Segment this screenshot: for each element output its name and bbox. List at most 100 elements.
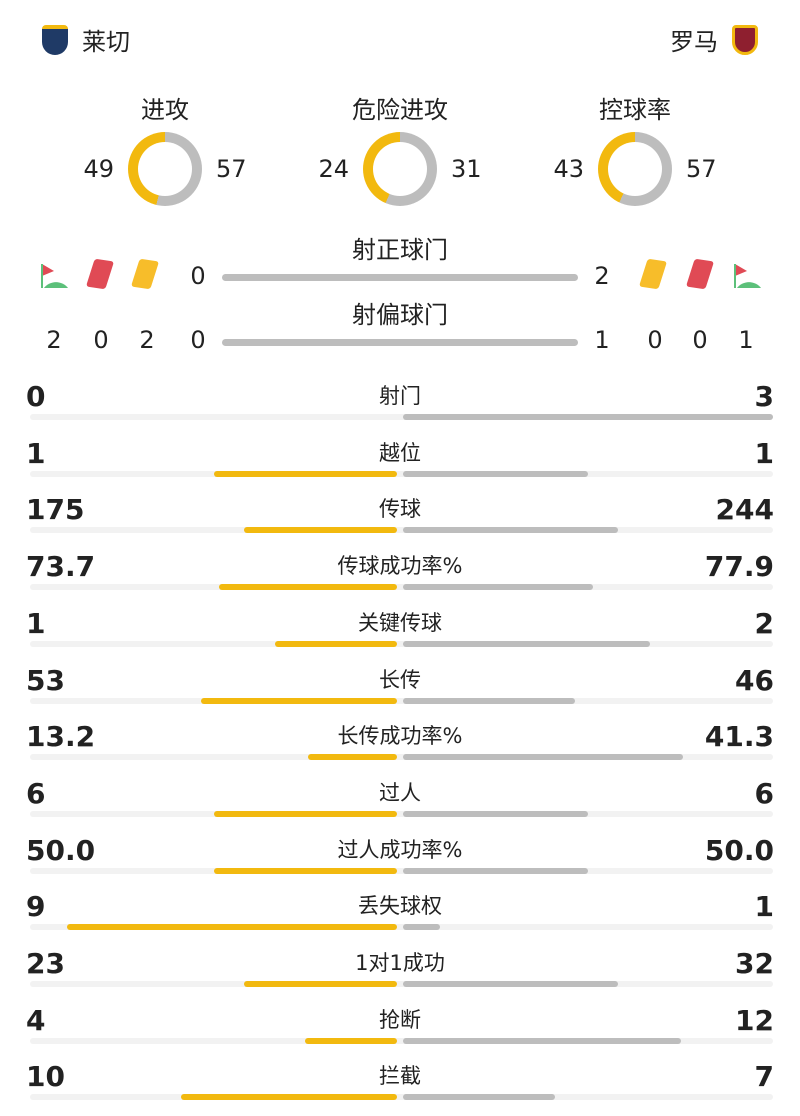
stat-away-value: 1 (754, 890, 774, 924)
stat-row: 13.2 长传成功率% 41.3 (0, 720, 800, 776)
stat-row: 9 丢失球权 1 (0, 890, 800, 946)
stat-track (30, 754, 773, 761)
stat-home-value: 175 (26, 493, 85, 527)
stat-track (30, 867, 773, 874)
donut-chart (363, 132, 437, 206)
stat-away-value: 77.9 (704, 550, 774, 584)
stat-row: 1 越位 1 (0, 437, 800, 493)
stat-away-value: 50.0 (704, 833, 774, 867)
stat-home-value: 1 (26, 436, 46, 470)
donut-chart (128, 132, 202, 206)
stat-away-value: 3 (754, 380, 774, 413)
stat-track (30, 810, 773, 817)
donut-stat: 危险进攻 24 31 (290, 90, 510, 206)
shots-off-away: 1 (594, 326, 610, 354)
stat-label: 丢失球权 (358, 894, 442, 919)
stat-label: 关键传球 (358, 610, 442, 635)
donut-away-value: 57 (216, 155, 247, 183)
stat-track (30, 1094, 773, 1101)
stat-home-value: 4 (26, 1003, 46, 1037)
stat-home-value: 6 (26, 776, 46, 810)
stat-home-bar (181, 1094, 397, 1101)
stat-away-bar (403, 867, 588, 874)
stat-away-value: 32 (735, 947, 774, 980)
stat-home-bar (305, 1037, 397, 1044)
stat-track (30, 640, 773, 647)
stat-home-bar (213, 470, 397, 477)
stat-track (30, 584, 773, 591)
stat-home-bar (243, 981, 397, 987)
shots-off-home: 0 (190, 326, 206, 354)
home-team[interactable]: 莱切 (42, 22, 130, 57)
stat-away-bar (403, 527, 619, 534)
away-yellow-card-icon (638, 258, 668, 290)
away-corners: 1 (738, 326, 754, 354)
stat-label: 传球 (379, 497, 421, 522)
stat-row: 175 传球 244 (0, 493, 800, 549)
home-corners: 2 (46, 326, 62, 354)
stat-away-value: 12 (735, 1003, 774, 1037)
stat-label: 过人 (379, 780, 421, 805)
stat-home-value: 13.2 (26, 720, 96, 754)
home-yellow-cards: 2 (139, 326, 155, 354)
stat-label: 长传成功率% (337, 724, 463, 749)
stat-label: 1对1成功 (355, 951, 445, 975)
stat-track (30, 470, 773, 477)
stat-home-bar (274, 640, 397, 647)
stat-home-bar (213, 810, 397, 817)
stat-away-bar (403, 1094, 556, 1101)
stat-track (30, 1037, 773, 1044)
shots-on-bar (222, 274, 578, 281)
stat-away-bar (403, 414, 773, 420)
donut-away-value: 57 (686, 155, 717, 183)
stat-label: 抢断 (379, 1007, 421, 1032)
stat-away-value: 6 (754, 776, 774, 810)
stat-row: 53 长传 46 (0, 664, 800, 720)
donut-away-value: 31 (451, 155, 482, 183)
stat-away-value: 244 (715, 493, 774, 527)
stat-row: 4 抢断 12 (0, 1004, 800, 1060)
away-team[interactable]: 罗马 (670, 22, 758, 57)
stat-label: 长传 (379, 667, 421, 692)
stat-row: 6 过人 6 (0, 777, 800, 833)
stat-track (30, 924, 773, 931)
shots-on-home: 0 (190, 262, 206, 290)
stat-home-bar (200, 697, 397, 704)
home-team-name: 莱切 (82, 28, 130, 56)
home-yellow-card-icon (130, 258, 160, 290)
stat-label: 拦截 (379, 1064, 421, 1089)
stat-label: 传球成功率% (337, 554, 463, 579)
stat-label: 过人成功率% (337, 837, 463, 862)
stat-away-bar (403, 810, 588, 817)
stat-away-bar (403, 754, 684, 761)
away-red-cards: 0 (692, 326, 708, 354)
shots-off-label: 射偏球门 (352, 301, 448, 329)
donut-stat: 控球率 43 57 (525, 90, 745, 206)
home-crest-icon (42, 24, 68, 55)
stat-label: 射门 (379, 384, 421, 408)
stat-home-value: 1 (26, 606, 46, 640)
stat-home-value: 50.0 (26, 833, 96, 867)
stat-home-value: 9 (26, 890, 46, 924)
stat-label: 越位 (379, 440, 421, 465)
stat-away-value: 2 (754, 606, 774, 640)
stat-row: 10 拦截 7 (0, 1060, 800, 1116)
home-red-cards: 0 (93, 326, 109, 354)
stat-track (30, 527, 773, 534)
stat-row: 23 1对1成功 32 (0, 947, 800, 1003)
shots-off-bar (222, 339, 578, 346)
donut-home-value: 24 (318, 155, 349, 183)
home-red-card-icon (85, 258, 115, 290)
stat-track (30, 981, 773, 987)
stat-away-bar (403, 1037, 681, 1044)
stat-home-bar (308, 754, 397, 761)
stat-away-value: 46 (735, 663, 774, 697)
stat-row: 1 关键传球 2 (0, 607, 800, 663)
donut-home-value: 49 (83, 155, 114, 183)
stat-row: 73.7 传球成功率% 77.9 (0, 550, 800, 606)
stat-home-bar (66, 924, 397, 931)
donut-label: 危险进攻 (352, 96, 448, 124)
stat-away-bar (403, 470, 588, 477)
donut-home-value: 43 (553, 155, 584, 183)
stat-away-bar (403, 697, 575, 704)
